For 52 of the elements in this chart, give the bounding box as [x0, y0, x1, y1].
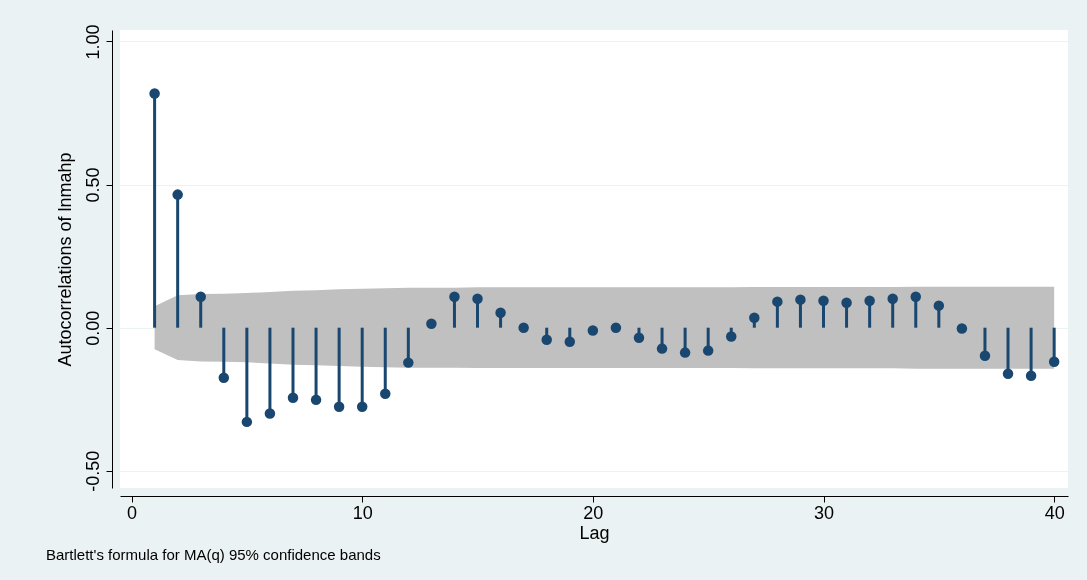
y-tick-label: 0.50 — [82, 167, 103, 203]
point — [495, 307, 506, 319]
point — [887, 293, 898, 305]
point — [726, 331, 737, 342]
point — [472, 293, 483, 305]
y-tick-label: 0.00 — [82, 310, 103, 346]
point — [403, 357, 414, 368]
point — [333, 401, 345, 412]
point — [518, 322, 529, 333]
point — [1025, 370, 1037, 382]
y-tick-label: -0.50 — [82, 450, 103, 492]
point — [1048, 356, 1060, 367]
y-tick-label: 1.00 — [82, 24, 103, 60]
text: Bartlett's formula for MA(q) 95% confidence bands — [46, 546, 381, 563]
point — [449, 291, 460, 303]
point — [864, 295, 875, 307]
point — [772, 296, 783, 307]
point — [241, 416, 253, 428]
point — [426, 318, 437, 329]
point — [564, 336, 576, 347]
point — [795, 294, 806, 305]
point — [1002, 368, 1014, 380]
point — [933, 300, 945, 311]
point — [633, 332, 645, 343]
point — [956, 323, 968, 334]
point — [264, 408, 276, 419]
x-tick-label: 20 — [583, 502, 604, 523]
point — [749, 312, 760, 323]
point — [310, 394, 322, 406]
x-tick-label: 0 — [127, 502, 138, 523]
point — [702, 345, 714, 356]
point — [356, 401, 368, 412]
y-axis-title: Autocorrelations of lnmahp — [54, 152, 75, 367]
x-tick-label: 40 — [1044, 502, 1065, 523]
point — [610, 322, 622, 333]
point — [818, 295, 829, 307]
point — [195, 291, 206, 303]
point — [149, 88, 160, 99]
point — [541, 334, 552, 345]
x-axis-title: Lag — [579, 522, 610, 543]
point — [218, 372, 230, 384]
x-tick-label: 10 — [352, 502, 373, 523]
point — [979, 350, 991, 361]
point — [841, 297, 852, 309]
point — [679, 347, 691, 358]
point — [656, 343, 668, 354]
point — [172, 189, 183, 200]
point — [380, 388, 391, 400]
point — [587, 325, 599, 336]
point — [910, 291, 922, 303]
x-tick-label: 30 — [813, 502, 835, 523]
point — [287, 392, 299, 404]
